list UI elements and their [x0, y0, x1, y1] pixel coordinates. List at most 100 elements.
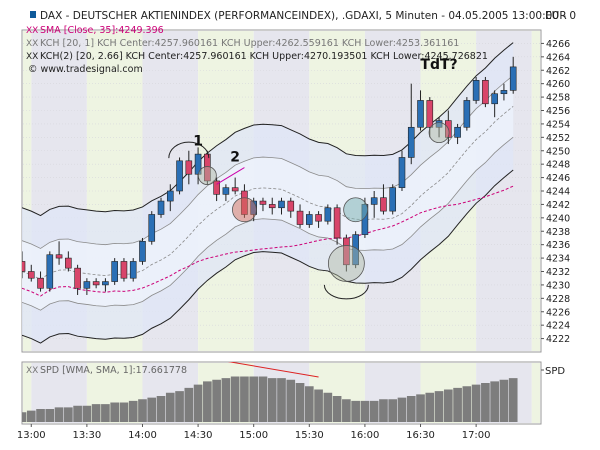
- candle-body: [398, 157, 406, 188]
- bottom-arc: [323, 284, 369, 300]
- candle-down: [74, 264, 81, 295]
- candle-body: [491, 93, 498, 105]
- time-band: [23, 31, 32, 351]
- spd-bar: [508, 378, 518, 422]
- spd-bar: [45, 409, 55, 422]
- annotation-label: 1: [193, 133, 203, 149]
- candle-down: [22, 251, 26, 279]
- spd-bar: [369, 400, 379, 422]
- spd-bar: [175, 391, 184, 422]
- spd-bar: [481, 383, 490, 422]
- x-tick-label: 13:30: [72, 430, 101, 441]
- candle-up: [472, 76, 480, 104]
- candle-down: [482, 76, 489, 108]
- y-tick-label: 4258: [546, 93, 570, 104]
- candle-down: [55, 241, 63, 265]
- candle-down: [204, 150, 211, 185]
- kch-legend-icon: XX: [26, 39, 38, 49]
- spd-bar: [443, 389, 453, 422]
- candle-body: [37, 277, 44, 289]
- candle-body: [343, 237, 350, 266]
- highlight-circle: [197, 166, 217, 185]
- candle-up: [417, 90, 424, 131]
- spd-bars: [22, 362, 518, 422]
- y-tick-label: 4254: [546, 119, 570, 130]
- spd-bar: [360, 400, 370, 422]
- highlight-circle: [232, 197, 257, 223]
- spd-bar: [26, 410, 36, 422]
- candle-body: [509, 66, 517, 91]
- spd-bar: [379, 399, 388, 422]
- spd-divergence-line: [227, 362, 319, 378]
- y-tick-label: 4224: [546, 321, 570, 332]
- candle-down: [120, 258, 128, 282]
- spd-bar: [193, 384, 203, 422]
- candle-up: [139, 237, 146, 265]
- x-tick-label: 16:00: [350, 430, 379, 441]
- candle-body: [370, 197, 378, 205]
- spd-bar: [295, 383, 305, 422]
- candle-body: [157, 200, 165, 215]
- spd-bar: [36, 409, 45, 422]
- candle-up: [463, 97, 471, 131]
- candle-up: [83, 278, 91, 295]
- candle-up: [500, 83, 508, 101]
- candle-down: [37, 271, 44, 292]
- y-tick-label: 4264: [546, 52, 570, 63]
- spd-bar: [101, 404, 110, 422]
- y-tick-label: 4240: [546, 213, 570, 224]
- spd-bar: [230, 376, 240, 422]
- candle-body: [231, 187, 239, 192]
- y-tick-label: 4256: [546, 106, 570, 117]
- candle-up: [491, 90, 498, 118]
- spd-bar: [147, 397, 157, 422]
- kch2-lower-line: [22, 169, 514, 344]
- y-tick-label: 4244: [546, 187, 570, 198]
- spd-bar: [471, 384, 481, 422]
- candle-body: [315, 214, 322, 222]
- copyright-text: © www.tradesignal.com: [28, 64, 143, 75]
- spd-bar: [314, 389, 323, 422]
- spd-bar: [240, 376, 249, 422]
- candle-up: [370, 191, 378, 218]
- kch2-legend-text: KCH(2) [20, 2.66] KCH Center:4257.960161…: [40, 51, 488, 62]
- spd-bar: [249, 376, 259, 422]
- candle-body: [268, 204, 276, 209]
- candle-up: [176, 157, 183, 195]
- candle-down: [315, 211, 322, 228]
- spd-bar: [119, 402, 129, 422]
- y-tick-label: 4236: [546, 240, 570, 251]
- spd-bar: [406, 396, 416, 422]
- candle-up: [389, 184, 397, 215]
- spd-bar: [425, 392, 435, 422]
- candle-body: [454, 126, 461, 138]
- candle-body: [259, 200, 267, 205]
- spd-bar: [156, 396, 166, 422]
- candle-body: [407, 126, 415, 158]
- candle-body: [92, 281, 100, 286]
- spd-bar: [277, 378, 286, 422]
- candle-down: [259, 197, 267, 212]
- candle-up: [46, 251, 54, 292]
- spd-bar: [323, 392, 333, 422]
- y-tick-label: 4242: [546, 200, 570, 211]
- header-symbol-line: DAX - DEUTSCHER AKTIENINDEX (PERFORMANCE…: [40, 10, 576, 22]
- spd-bar: [22, 412, 27, 422]
- candle-up: [157, 197, 165, 218]
- candle-down: [27, 264, 35, 282]
- spd-bar: [91, 404, 101, 422]
- candle-body: [120, 261, 128, 279]
- x-tick-label: 14:00: [128, 430, 157, 441]
- y-tick-label: 4262: [546, 66, 570, 77]
- candle-body: [111, 261, 118, 282]
- candle-body: [278, 200, 285, 209]
- candle-up: [148, 211, 156, 245]
- highlight-circle: [428, 122, 450, 144]
- spd-bar: [453, 387, 462, 422]
- candle-up: [129, 258, 137, 282]
- spd-bar: [212, 379, 221, 422]
- spd-bar: [221, 378, 231, 422]
- candle-body: [287, 200, 295, 212]
- candle-body: [213, 180, 220, 195]
